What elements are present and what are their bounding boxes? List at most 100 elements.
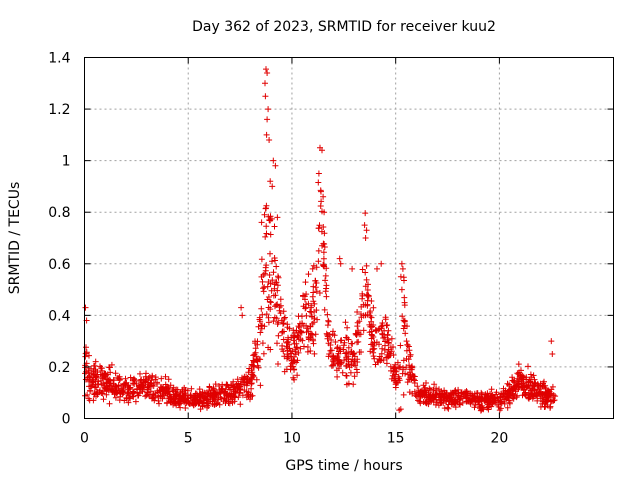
data-point bbox=[462, 389, 469, 395]
data-point bbox=[237, 401, 244, 408]
data-point bbox=[123, 395, 130, 402]
data-point bbox=[441, 387, 448, 394]
data-point bbox=[345, 380, 352, 387]
data-point bbox=[261, 211, 268, 218]
data-point bbox=[431, 381, 438, 388]
data-point bbox=[315, 170, 322, 177]
data-point bbox=[525, 363, 531, 370]
data-point bbox=[127, 374, 134, 381]
data-point bbox=[334, 345, 340, 352]
data-point bbox=[330, 361, 337, 368]
data-point bbox=[193, 400, 200, 407]
data-point bbox=[313, 288, 320, 295]
data-point bbox=[403, 355, 410, 362]
data-point bbox=[378, 350, 385, 357]
data-point bbox=[401, 318, 408, 325]
data-point bbox=[391, 365, 398, 372]
data-point bbox=[370, 304, 377, 311]
data-point bbox=[323, 285, 330, 292]
data-point bbox=[250, 363, 257, 370]
y-tick-label: 0.8 bbox=[48, 205, 70, 221]
data-point bbox=[471, 404, 478, 411]
data-point bbox=[239, 312, 246, 319]
data-point bbox=[434, 399, 440, 406]
data-point bbox=[495, 403, 502, 410]
data-point bbox=[344, 324, 351, 331]
data-point bbox=[267, 231, 274, 238]
data-point bbox=[354, 319, 361, 326]
data-point bbox=[311, 350, 318, 357]
data-point bbox=[414, 383, 421, 390]
data-point bbox=[379, 322, 386, 329]
data-point bbox=[384, 351, 391, 358]
data-point bbox=[295, 349, 302, 356]
data-point bbox=[318, 188, 324, 195]
data-point bbox=[273, 263, 280, 270]
data-point bbox=[451, 398, 458, 404]
data-point bbox=[265, 279, 272, 285]
data-point bbox=[234, 376, 241, 383]
data-point bbox=[400, 366, 407, 373]
data-point bbox=[126, 384, 133, 391]
data-point bbox=[212, 381, 219, 388]
data-point bbox=[375, 359, 382, 366]
data-point bbox=[112, 370, 119, 377]
data-point bbox=[321, 244, 328, 250]
data-point bbox=[268, 287, 275, 294]
data-point bbox=[267, 346, 274, 353]
data-point bbox=[363, 227, 370, 234]
data-point bbox=[367, 308, 374, 315]
data-point bbox=[182, 405, 189, 411]
data-point bbox=[258, 219, 265, 226]
data-point bbox=[403, 347, 410, 354]
data-point bbox=[411, 373, 418, 380]
data-point bbox=[528, 390, 535, 397]
y-tick-label: 1 bbox=[62, 154, 71, 170]
data-point bbox=[263, 311, 270, 318]
data-point bbox=[181, 392, 188, 399]
data-point bbox=[366, 329, 373, 336]
data-point bbox=[260, 285, 266, 292]
data-point bbox=[359, 290, 366, 297]
data-point bbox=[353, 366, 360, 373]
data-point bbox=[548, 338, 555, 345]
data-point bbox=[218, 385, 225, 392]
data-point bbox=[330, 328, 336, 335]
data-point bbox=[146, 373, 153, 380]
data-point bbox=[349, 265, 356, 272]
x-tick-label: 20 bbox=[490, 431, 508, 447]
data-point bbox=[270, 318, 277, 325]
data-point bbox=[385, 346, 392, 353]
data-point bbox=[348, 340, 355, 347]
data-point bbox=[87, 388, 94, 395]
data-point bbox=[267, 250, 273, 257]
data-point bbox=[301, 293, 308, 300]
data-point bbox=[305, 336, 312, 343]
data-point bbox=[392, 384, 399, 391]
data-point bbox=[115, 382, 122, 389]
data-point bbox=[273, 315, 280, 322]
data-point bbox=[364, 292, 371, 299]
data-point bbox=[277, 302, 284, 309]
data-point bbox=[302, 279, 309, 286]
data-point bbox=[266, 272, 273, 278]
data-point bbox=[225, 384, 232, 391]
data-point bbox=[154, 380, 161, 387]
data-point bbox=[382, 316, 389, 323]
data-point bbox=[284, 347, 291, 354]
data-point bbox=[181, 384, 188, 391]
data-point bbox=[342, 350, 349, 357]
data-point bbox=[166, 394, 173, 401]
data-point bbox=[504, 404, 511, 411]
data-point bbox=[351, 373, 358, 380]
data-point bbox=[99, 367, 106, 374]
data-point bbox=[325, 317, 332, 324]
data-point bbox=[368, 341, 375, 348]
data-point bbox=[144, 389, 151, 396]
data-point bbox=[267, 178, 274, 185]
data-point bbox=[364, 297, 371, 304]
data-point bbox=[145, 386, 152, 393]
data-point bbox=[401, 302, 408, 309]
data-point bbox=[315, 179, 322, 186]
